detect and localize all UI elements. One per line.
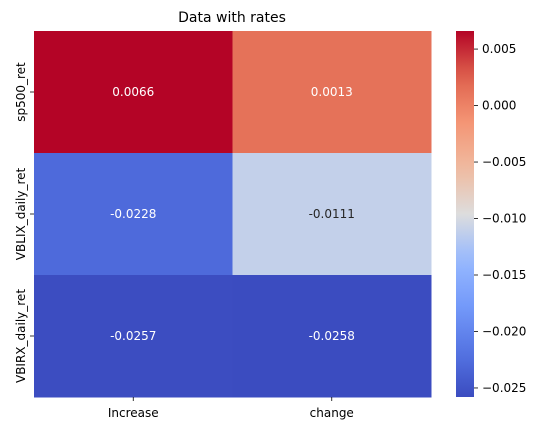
x-tick-label: Increase	[108, 406, 159, 420]
colorbar-tick-label: −0.015	[482, 268, 526, 282]
colorbar-tick-label: −0.005	[482, 155, 526, 169]
cell-value-label: -0.0111	[309, 207, 355, 221]
cell-value-label: -0.0257	[110, 329, 156, 343]
colorbar-tick-label: 0.005	[482, 42, 516, 56]
colorbar-tick-label: −0.020	[482, 324, 526, 338]
colorbar: 0.005 0.000 −0.005 −0.010 −0.015 −0.020 −0.025	[456, 31, 526, 397]
chart-title: Data with rates	[178, 10, 286, 26]
y-tick-label: sp500_ret	[14, 62, 28, 122]
colorbar-tick-label: −0.010	[482, 212, 526, 226]
colorbar-tick-label: 0.000	[482, 99, 516, 113]
colorbar-tick-label: −0.025	[482, 381, 526, 395]
heatmap-cell	[232, 153, 432, 276]
heatmap-cell	[34, 31, 233, 154]
x-tick-label: change	[310, 406, 354, 420]
heatmap-cell	[232, 31, 432, 154]
heatmap-cells: 0.0066 0.0013 -0.0228 -0.0111 -0.0257 -0.0258	[34, 31, 432, 398]
colorbar-gradient	[456, 31, 474, 397]
y-axis: sp500_ret VBLIX_daily_ret VBIRX_daily_ret	[14, 62, 34, 383]
cell-value-label: 0.0013	[311, 85, 353, 99]
cell-value-label: -0.0228	[110, 207, 156, 221]
y-tick-label: VBLIX_daily_ret	[14, 168, 28, 261]
cell-value-label: 0.0066	[112, 85, 154, 99]
cell-value-label: -0.0258	[309, 329, 355, 343]
y-tick-label: VBIRX_daily_ret	[14, 289, 28, 383]
heatmap-cell	[34, 275, 233, 398]
x-axis: Increase change	[108, 397, 354, 420]
heatmap-cell	[34, 153, 233, 276]
heatmap-cell	[232, 275, 432, 398]
